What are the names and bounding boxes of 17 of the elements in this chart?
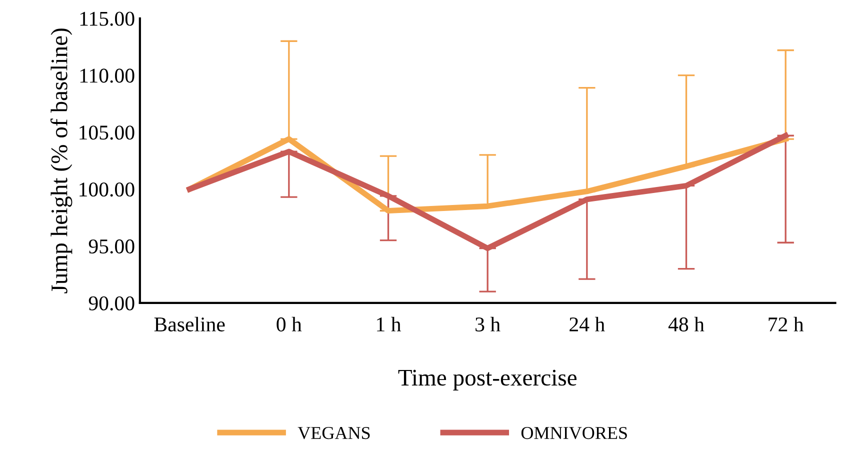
x-tick-label: 3 h	[476, 316, 500, 332]
y-axis-title: Jump height (% of baseline)	[50, 28, 72, 294]
x-tick-label: 72 h	[768, 316, 804, 332]
x-tick-label: 48 h	[668, 316, 704, 332]
y-tick-label: 100.00	[80, 182, 134, 197]
x-tick-label: 24 h	[570, 316, 605, 332]
y-tick-label: 105.00	[80, 126, 134, 140]
y-tick-label: 110.00	[80, 68, 134, 83]
y-tick-label: 115.00	[80, 12, 134, 26]
y-tick-label: 90.00	[88, 296, 134, 310]
x-axis-title: Time post-exercise	[398, 370, 577, 390]
y-tick-label: 95.00	[88, 239, 134, 254]
legend-label: VEGANS	[298, 426, 370, 440]
legend-label: OMNIVORES	[521, 426, 627, 440]
x-tick-label: Baseline	[154, 316, 225, 332]
x-tick-label: 1 h	[377, 316, 402, 332]
x-tick-label: 0 h	[276, 316, 302, 332]
